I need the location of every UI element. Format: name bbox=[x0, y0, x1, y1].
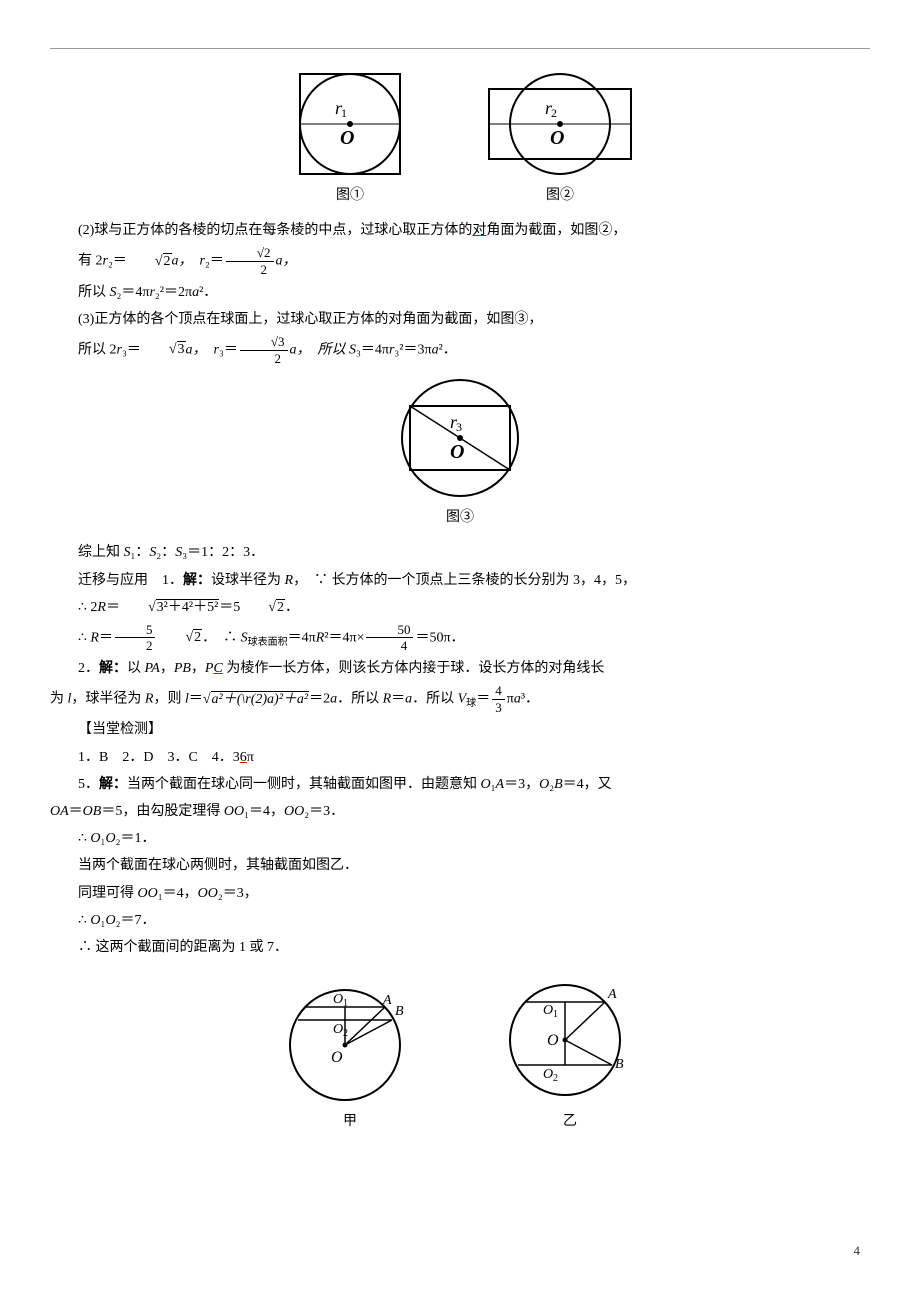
para-other-side: 当两个截面在球心两侧时，其轴截面如图乙． bbox=[50, 853, 870, 878]
para-2: (2)球与正方体的各棱的切点在每条棱的中点，过球心取正方体的对角面为截面，如图②… bbox=[50, 218, 870, 243]
para-migrate-2: 2．解：以 PA，PB，PC 为棱作一长方体，则该长方体内接于球．设长方体的对角… bbox=[50, 656, 870, 681]
svg-text:2: 2 bbox=[551, 106, 557, 120]
svg-text:O: O bbox=[543, 1067, 553, 1082]
svg-text:O: O bbox=[550, 127, 564, 149]
figure-1: r 1 O 图① bbox=[285, 69, 415, 208]
para-q5b: OA＝OB＝5，由勾股定理得 OO₁＝4，OO₂＝3． bbox=[50, 799, 870, 824]
svg-text:B: B bbox=[395, 1004, 404, 1019]
figure-jia: O1 O2 O A B 甲 bbox=[275, 970, 425, 1134]
figure-3-wrap: r 3 O 图③ bbox=[50, 376, 870, 530]
para-conclusion: ∴ 这两个截面间的距离为 1 或 7． bbox=[50, 935, 870, 960]
figure-2: r 2 O 图② bbox=[485, 69, 635, 208]
para-2r: ∴ 2R＝3²＋4²＋5²＝52． bbox=[50, 595, 870, 620]
figure-row-1: r 1 O 图① r 2 O 图② bbox=[50, 69, 870, 208]
svg-text:2: 2 bbox=[553, 1073, 558, 1084]
para-r-calc: ∴ R＝522． ∴ S球表面积＝4πR²＝4π×504＝50π． bbox=[50, 622, 870, 654]
answers-1-4: 1．B 2．D 3．C 4．36π bbox=[50, 745, 870, 770]
svg-text:O: O bbox=[333, 992, 343, 1007]
figure-yi-caption: 乙 bbox=[495, 1109, 645, 1134]
para-o1o2-1: ∴ O₁O₂＝1． bbox=[50, 826, 870, 851]
figure-row-2: O1 O2 O A B 甲 O1 O2 O A B 乙 bbox=[50, 970, 870, 1134]
svg-text:O: O bbox=[333, 1022, 343, 1037]
svg-text:O: O bbox=[547, 1032, 559, 1049]
figure-3-caption: 图③ bbox=[390, 505, 530, 530]
svg-text:2: 2 bbox=[343, 1028, 348, 1039]
svg-text:A: A bbox=[607, 987, 617, 1002]
figure-1-caption: 图① bbox=[285, 183, 415, 208]
svg-text:B: B bbox=[615, 1057, 624, 1072]
para-o1o2-7: ∴ O₁O₂＝7． bbox=[50, 908, 870, 933]
top-rule bbox=[50, 48, 870, 49]
figure-yi: O1 O2 O A B 乙 bbox=[495, 970, 645, 1134]
para-migrate-2b: 为 l，球半径为 R，则 l＝a²＋(\r(2)a)²＋a²＝2a．所以 R＝a… bbox=[50, 683, 870, 715]
para-q5: 5．解：当两个截面在球心同一侧时，其轴截面如图甲．由题意知 O₁A＝3，O₂B＝… bbox=[50, 772, 870, 797]
svg-text:O: O bbox=[543, 1003, 553, 1018]
para-migrate-1: 迁移与应用 1．解：设球半径为 R， ∵ 长方体的一个顶点上三条棱的长分别为 3… bbox=[50, 568, 870, 593]
section-heading: 【当堂检测】 bbox=[50, 717, 870, 742]
svg-text:O: O bbox=[450, 441, 464, 463]
figure-3: r 3 O 图③ bbox=[390, 376, 530, 530]
para-r2: 有 2r₂＝2a， r₂＝√22a， bbox=[50, 245, 870, 277]
svg-text:O: O bbox=[340, 127, 354, 149]
para-summary: 综上知 S₁：S₂：S₃＝1：2：3． bbox=[50, 540, 870, 565]
para-same: 同理可得 OO₁＝4，OO₂＝3， bbox=[50, 881, 870, 906]
para-r3: 所以 2r₃＝3a， r₃＝√32a， 所以 S₃＝4πr₃²＝3πa²． bbox=[50, 334, 870, 366]
svg-text:A: A bbox=[382, 993, 392, 1008]
figure-2-caption: 图② bbox=[485, 183, 635, 208]
svg-text:1: 1 bbox=[553, 1009, 558, 1020]
svg-text:O: O bbox=[331, 1049, 343, 1066]
svg-text:3: 3 bbox=[456, 420, 462, 434]
para-3: (3)正方体的各个顶点在球面上，过球心取正方体的对角面为截面，如图③， bbox=[50, 307, 870, 332]
svg-text:1: 1 bbox=[341, 106, 347, 120]
svg-text:1: 1 bbox=[343, 998, 348, 1009]
para-s2: 所以 S₂＝4πr₂²＝2πa²． bbox=[50, 280, 870, 305]
page-number: 4 bbox=[854, 1239, 861, 1262]
figure-jia-caption: 甲 bbox=[275, 1109, 425, 1134]
